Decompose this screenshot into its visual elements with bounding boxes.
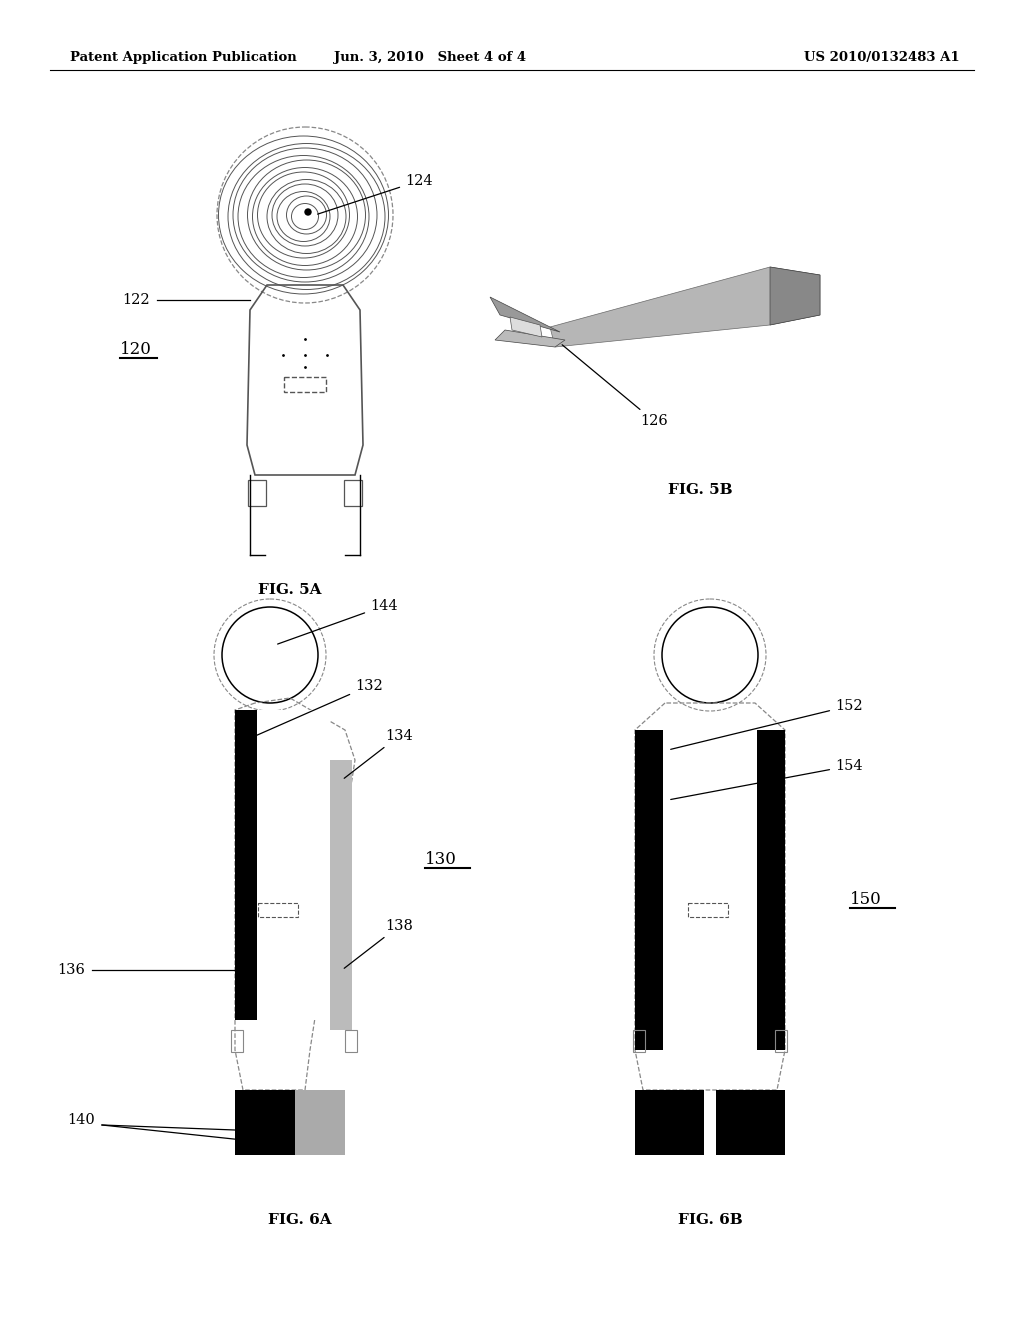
Polygon shape (490, 297, 560, 333)
Polygon shape (510, 317, 542, 337)
Circle shape (305, 209, 311, 215)
Bar (231, 1030, 243, 1052)
Bar (635, 730, 663, 1049)
Bar (635, 1090, 705, 1155)
Bar (284, 378, 326, 392)
Bar (633, 1030, 645, 1052)
Polygon shape (495, 330, 565, 347)
Bar (295, 1090, 345, 1155)
Text: 124: 124 (317, 174, 432, 214)
Polygon shape (770, 267, 820, 325)
Bar (234, 1090, 295, 1155)
Text: 150: 150 (850, 891, 882, 908)
Text: 136: 136 (57, 964, 85, 977)
Text: 126: 126 (562, 345, 668, 428)
Text: 130: 130 (425, 851, 457, 869)
Bar (258, 903, 298, 917)
Bar (757, 730, 785, 1049)
Text: 144: 144 (278, 599, 397, 644)
Bar (330, 760, 352, 1030)
Bar (248, 480, 266, 506)
Bar (663, 730, 757, 1049)
Text: 140: 140 (68, 1113, 95, 1127)
Text: 134: 134 (344, 729, 413, 779)
Text: 122: 122 (123, 293, 150, 308)
Text: FIG. 6A: FIG. 6A (268, 1213, 332, 1228)
Text: 138: 138 (344, 919, 413, 969)
Text: FIG. 6B: FIG. 6B (678, 1213, 742, 1228)
Polygon shape (550, 267, 820, 347)
Text: US 2010/0132483 A1: US 2010/0132483 A1 (805, 51, 961, 65)
Text: Jun. 3, 2010   Sheet 4 of 4: Jun. 3, 2010 Sheet 4 of 4 (334, 51, 526, 65)
Bar (344, 480, 362, 506)
Text: 152: 152 (671, 700, 862, 750)
Text: FIG. 5A: FIG. 5A (258, 583, 322, 597)
Bar (716, 1090, 785, 1155)
Text: 132: 132 (249, 678, 383, 739)
Bar (775, 1030, 787, 1052)
Text: Patent Application Publication: Patent Application Publication (70, 51, 297, 65)
Text: 120: 120 (120, 342, 152, 359)
Bar (345, 1030, 357, 1052)
Text: 154: 154 (671, 759, 862, 800)
Bar (257, 710, 330, 1020)
Text: FIG. 5B: FIG. 5B (668, 483, 732, 498)
Bar (688, 903, 728, 917)
Bar (234, 710, 257, 1020)
